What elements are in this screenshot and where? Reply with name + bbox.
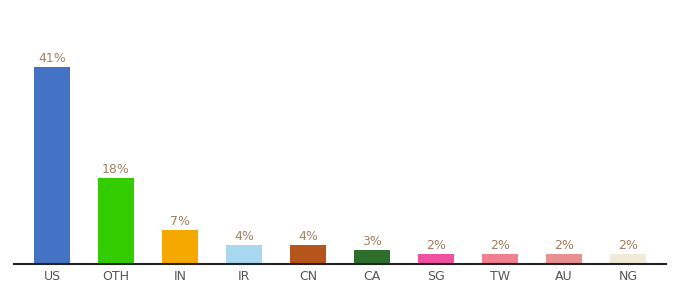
Text: 3%: 3% — [362, 235, 382, 248]
Text: 18%: 18% — [102, 163, 130, 176]
Bar — [163, 230, 198, 264]
Bar — [547, 254, 581, 264]
Text: 7%: 7% — [170, 215, 190, 229]
Bar — [99, 178, 133, 264]
Bar — [226, 245, 262, 264]
Text: 2%: 2% — [426, 239, 446, 253]
Bar — [354, 250, 390, 264]
Text: 2%: 2% — [554, 239, 574, 253]
Text: 41%: 41% — [38, 52, 66, 65]
Bar — [611, 254, 645, 264]
Bar — [290, 245, 326, 264]
Text: 4%: 4% — [298, 230, 318, 243]
Bar — [418, 254, 454, 264]
Bar — [482, 254, 517, 264]
Bar — [35, 67, 69, 264]
Text: 2%: 2% — [490, 239, 510, 253]
Text: 2%: 2% — [618, 239, 638, 253]
Text: 4%: 4% — [234, 230, 254, 243]
